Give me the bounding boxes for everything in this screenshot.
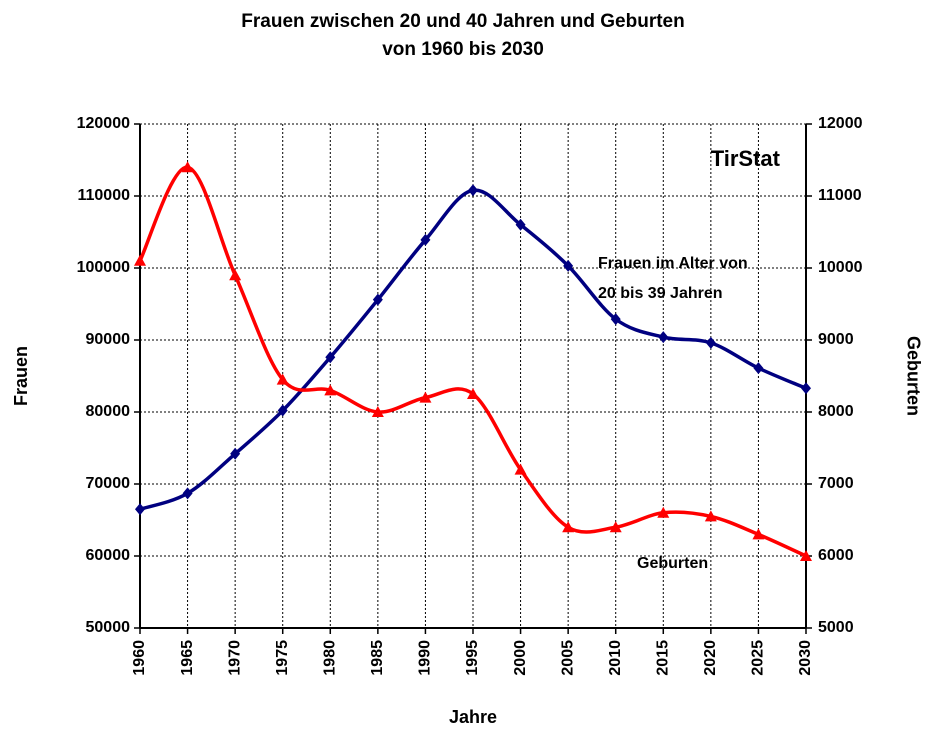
x-tick-label: 1975 (274, 640, 291, 676)
annotation: Frauen im Alter von (598, 255, 748, 272)
x-tick-label: 2005 (559, 640, 576, 676)
data-point (419, 391, 432, 403)
x-tick-label: 1985 (369, 640, 386, 676)
x-tick-label: 2010 (607, 640, 624, 676)
data-point (134, 254, 146, 266)
y-tick-label: 50000 (86, 619, 131, 636)
x-tick-label: 2030 (797, 640, 814, 676)
data-point (753, 362, 764, 375)
y2-tick-label: 5000 (818, 619, 854, 636)
y2-tick-label: 10000 (818, 259, 863, 276)
data-point (800, 550, 812, 561)
data-point (562, 521, 575, 533)
data-point (372, 293, 383, 306)
data-point (658, 331, 669, 344)
data-point (467, 388, 479, 399)
data-point (514, 463, 527, 475)
y-tick-label: 80000 (86, 403, 131, 420)
data-point (135, 503, 145, 516)
data-point (515, 218, 526, 231)
data-point (801, 382, 811, 395)
x-tick-label: 1995 (464, 640, 481, 676)
chart-title: von 1960 bis 2030 (382, 39, 544, 60)
series-line (138, 165, 807, 558)
x-tick-label: 1960 (131, 640, 148, 676)
data-point (229, 269, 242, 281)
y-tick-label: 90000 (86, 331, 131, 348)
y2-tick-label: 9000 (818, 331, 854, 348)
y2-tick-label: 8000 (818, 403, 854, 420)
data-point (324, 384, 337, 396)
data-point (325, 351, 336, 364)
data-point (181, 161, 194, 173)
data-point (182, 487, 193, 500)
data-point (371, 406, 384, 417)
x-tick-label: 2000 (512, 640, 529, 676)
y2-tick-label: 12000 (818, 115, 863, 132)
x-tick-label: 1970 (226, 640, 243, 676)
chart-title: Frauen zwischen 20 und 40 Jahren und Geb… (241, 11, 684, 32)
x-tick-label: 2020 (702, 640, 719, 676)
y2-tick-label: 6000 (818, 547, 854, 564)
data-point (563, 259, 574, 272)
x-tick-label: 1965 (179, 640, 196, 676)
y-tick-label: 110000 (77, 187, 130, 204)
data-point (609, 521, 622, 533)
y2-axis-label: Geburten (903, 336, 923, 416)
y-tick-label: 120000 (77, 115, 130, 132)
data-point (752, 528, 765, 540)
data-point (610, 313, 621, 326)
y-axis-label: Frauen (11, 346, 31, 406)
data-point (468, 184, 478, 197)
x-tick-label: 2015 (655, 640, 672, 676)
data-point (230, 447, 241, 460)
x-tick-label: 2025 (750, 640, 767, 676)
y2-tick-label: 11000 (818, 187, 862, 204)
y2-tick-label: 7000 (818, 475, 854, 492)
data-point (277, 404, 288, 417)
annotation: 20 bis 39 Jahren (598, 285, 723, 302)
y-tick-label: 70000 (86, 475, 131, 492)
data-point (276, 373, 289, 385)
x-axis-label: Jahre (449, 707, 497, 727)
data-point (420, 233, 431, 246)
data-point (705, 336, 716, 349)
y-tick-label: 60000 (86, 547, 131, 564)
data-point (657, 506, 670, 518)
x-tick-label: 1990 (417, 640, 434, 676)
series-label: Geburten (637, 555, 708, 572)
annotation: TirStat (711, 146, 781, 171)
data-point (704, 510, 717, 522)
x-tick-label: 1980 (322, 640, 339, 676)
y-tick-label: 100000 (77, 259, 130, 276)
